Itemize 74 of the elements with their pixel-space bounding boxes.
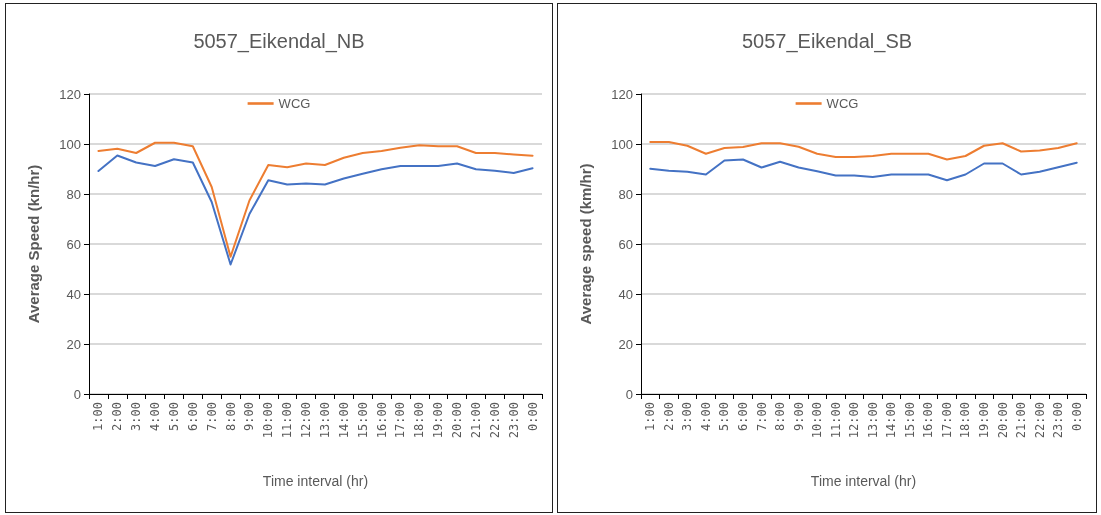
x-tick-label: 4:00 — [698, 402, 713, 431]
y-axis-title: Average speed (km/hr) — [577, 163, 594, 325]
x-tick-label: 10:00 — [810, 402, 825, 439]
x-tick-label: 20:00 — [995, 402, 1010, 439]
x-tick-label: 9:00 — [791, 402, 806, 431]
x-tick-label: 13:00 — [317, 402, 332, 439]
y-tick-label: 60 — [618, 236, 633, 252]
x-tick-label: 18:00 — [958, 402, 973, 439]
x-tick-label: 13:00 — [865, 402, 880, 439]
x-tick-label: 22:00 — [487, 402, 502, 439]
x-tick-label: 2:00 — [661, 402, 676, 431]
x-tick-label: 23:00 — [1051, 402, 1066, 439]
x-tick-label: 22:00 — [1032, 402, 1047, 439]
x-tick-label: 17:00 — [393, 402, 408, 439]
x-tick-label: 17:00 — [939, 402, 954, 439]
x-tick-label: 7:00 — [754, 402, 769, 431]
y-tick-label: 20 — [618, 336, 633, 352]
y-tick-label: 0 — [73, 386, 81, 402]
x-axis-title: Time interval (hr) — [262, 473, 369, 489]
line-series — [97, 154, 534, 266]
x-tick-label: 21:00 — [468, 402, 483, 439]
y-tick-label: 80 — [66, 186, 81, 202]
x-tick-label: 14:00 — [884, 402, 899, 439]
x-tick-label: 20:00 — [450, 402, 465, 439]
x-tick-label: 12:00 — [847, 402, 862, 439]
x-tick-label: 0:00 — [1069, 402, 1084, 431]
x-tick-label: 15:00 — [902, 402, 917, 439]
line-series — [649, 141, 1078, 161]
x-tick-label: 16:00 — [921, 402, 936, 439]
x-tick-label: 1:00 — [643, 402, 658, 431]
x-tick-label: 1:00 — [91, 402, 106, 431]
line-series — [97, 141, 534, 258]
y-tick-label: 120 — [611, 86, 633, 102]
x-tick-label: 8:00 — [223, 402, 238, 431]
y-tick-label: 60 — [66, 236, 81, 252]
x-tick-label: 5:00 — [717, 402, 732, 431]
x-tick-label: 14:00 — [336, 402, 351, 439]
x-axis-title: Time interval (hr) — [810, 473, 917, 489]
x-tick-label: 3:00 — [680, 402, 695, 431]
y-tick-label: 20 — [66, 336, 81, 352]
y-tick-label: 40 — [618, 286, 633, 302]
legend-label: WCG — [278, 96, 311, 111]
x-tick-label: 23:00 — [506, 402, 521, 439]
y-tick-label: 40 — [66, 286, 81, 302]
x-tick-label: 19:00 — [977, 402, 992, 439]
x-tick-label: 4:00 — [148, 402, 163, 431]
legend-label: WCG — [826, 96, 859, 111]
x-tick-label: 11:00 — [280, 402, 295, 439]
line-series — [649, 158, 1078, 182]
chart-title: 5057_Eikendal_NB — [193, 30, 365, 53]
x-tick-label: 21:00 — [1014, 402, 1029, 439]
x-tick-label: 0:00 — [525, 402, 540, 431]
x-tick-label: 10:00 — [261, 402, 276, 439]
y-tick-label: 120 — [59, 86, 81, 102]
y-tick-label: 80 — [618, 186, 633, 202]
x-tick-label: 16:00 — [374, 402, 389, 439]
y-axis-title: Average Speed (kn/hr) — [25, 164, 42, 324]
x-tick-label: 2:00 — [110, 402, 125, 431]
x-tick-label: 15:00 — [355, 402, 370, 439]
x-tick-label: 12:00 — [299, 402, 314, 439]
x-tick-label: 6:00 — [735, 402, 750, 431]
x-tick-label: 9:00 — [242, 402, 257, 431]
x-tick-label: 3:00 — [129, 402, 144, 431]
x-tick-label: 5:00 — [166, 402, 181, 431]
y-tick-label: 0 — [625, 386, 633, 402]
y-tick-label: 100 — [611, 136, 633, 152]
x-tick-label: 11:00 — [828, 402, 843, 439]
x-tick-label: 8:00 — [773, 402, 788, 431]
x-tick-label: 6:00 — [185, 402, 200, 431]
chart-title: 5057_Eikendal_SB — [741, 30, 913, 53]
x-tick-label: 19:00 — [431, 402, 446, 439]
y-tick-label: 100 — [59, 136, 81, 152]
x-tick-label: 7:00 — [204, 402, 219, 431]
x-tick-label: 18:00 — [412, 402, 427, 439]
